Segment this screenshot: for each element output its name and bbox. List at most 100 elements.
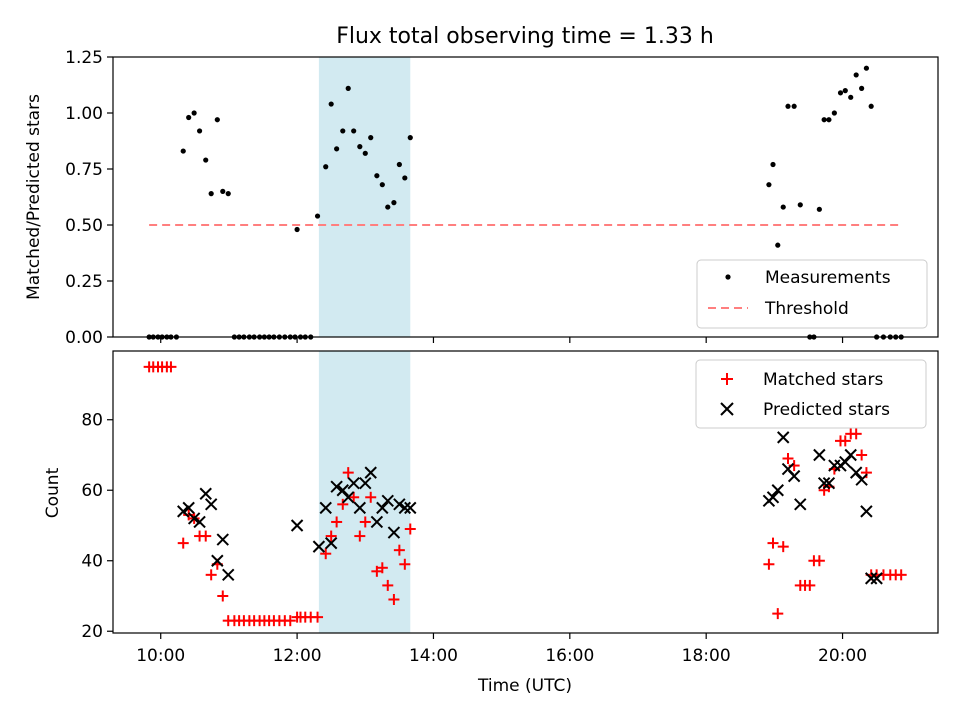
measurement-point — [837, 90, 844, 96]
y-tick-label: 60 — [81, 481, 103, 501]
measurement-point — [853, 72, 859, 78]
legend-predicted-marker — [720, 402, 734, 416]
legend-measurements-marker — [725, 274, 731, 280]
measurement-point — [294, 226, 300, 233]
measurement-point — [826, 117, 832, 123]
measurement-point — [225, 191, 231, 197]
x-tick-label: 12:00 — [273, 646, 322, 666]
measurement-point — [214, 117, 220, 123]
predicted-star-point — [766, 491, 780, 504]
predicted-star-point — [364, 466, 377, 479]
y-tick-label: 0.00 — [65, 328, 103, 348]
count-panel: 10:00 12:00 14:00 16:00 18:00 20:00 20 40 60 80 C… — [43, 350, 939, 696]
measurement-point — [780, 204, 786, 210]
measurement-point — [345, 85, 351, 91]
predicted-star-point — [817, 476, 831, 490]
measurement-point — [407, 135, 413, 141]
predicted-star-point — [222, 568, 235, 582]
matched-star-point — [365, 491, 377, 503]
matched-star-point — [777, 541, 789, 553]
predicted-star-point — [787, 469, 801, 483]
predicted-star-point — [393, 498, 406, 511]
matched-star-point — [312, 611, 324, 623]
y-tick-label: 1.25 — [65, 48, 103, 68]
legend-matched-label: Matched stars — [763, 370, 883, 390]
predicted-star-point — [187, 512, 201, 525]
legend-predicted-label: Predicted stars — [763, 400, 890, 420]
predicted-star-point — [387, 526, 401, 539]
measurement-point — [831, 110, 837, 116]
measurement-point — [402, 175, 408, 181]
matched-star-point — [767, 537, 779, 549]
predicted-star-point — [193, 515, 206, 529]
matched-star-point — [217, 590, 229, 602]
measurement-point — [863, 65, 870, 71]
measurement-point — [396, 161, 402, 168]
predicted-star-point — [870, 572, 883, 585]
measurement-point — [848, 94, 854, 100]
matched-star-point — [205, 569, 217, 581]
x-tick-label: 16:00 — [545, 646, 594, 666]
measurement-point — [766, 182, 772, 188]
predicted-star-point — [794, 498, 807, 511]
measurement-point — [785, 103, 791, 109]
legend-bottom: Matched stars Predicted stars — [695, 359, 927, 429]
measurement-point — [323, 164, 329, 170]
predicted-star-point — [342, 491, 355, 504]
measurement-point — [334, 146, 340, 152]
measurement-point — [379, 182, 385, 188]
predicted-star-point — [336, 484, 349, 497]
matched-star-point — [782, 453, 794, 465]
y-tick-label: 20 — [81, 622, 103, 642]
y-tick-label: 0.25 — [65, 272, 103, 292]
measurement-point — [859, 85, 865, 91]
predicted-star-point — [822, 476, 836, 490]
measurement-point — [357, 144, 363, 150]
measurement-point — [186, 114, 192, 121]
measurement-point — [196, 128, 203, 134]
measurement-point — [797, 202, 803, 208]
predicted-star-point — [813, 448, 826, 462]
x-tick-label: 18:00 — [682, 646, 731, 666]
predicted-star-point — [347, 476, 360, 490]
matched-star-point — [165, 361, 177, 373]
matched-star-point — [284, 615, 296, 627]
measurement-point — [328, 101, 334, 107]
matched-star-point — [813, 555, 825, 567]
measurement-point — [842, 88, 848, 94]
x-axis-label: Time (UTC) — [477, 676, 572, 696]
matched-star-point — [895, 569, 907, 581]
legend-threshold-label: Threshold — [764, 299, 849, 319]
predicted-star-point — [330, 480, 343, 493]
matched-star-point — [763, 558, 775, 570]
measurement-point — [391, 200, 397, 206]
measurement-point — [191, 110, 197, 116]
matched-star-point — [177, 537, 189, 549]
matched-star-point — [839, 435, 851, 447]
matched-star-point — [804, 579, 816, 591]
predicted-star-point — [211, 554, 224, 567]
measurement-point — [770, 161, 776, 168]
matched-star-point — [404, 523, 416, 535]
predicted-star-point — [290, 519, 304, 532]
measurement-point — [821, 117, 827, 123]
y-axis-label-bottom: Count — [43, 467, 63, 518]
predicted-star-point — [398, 501, 412, 515]
measurement-point — [351, 128, 357, 134]
measurement-point — [203, 157, 209, 163]
legend-measurements-label: Measurements — [765, 268, 891, 288]
matched-star-point — [325, 530, 337, 542]
matched-star-point — [856, 449, 868, 461]
ratio-panel: 0.00 0.25 0.50 0.75 1.00 1.25 Matched/Predict… — [24, 48, 939, 348]
measurement-point — [791, 103, 797, 109]
measurement-point — [368, 135, 374, 141]
measurement-point — [362, 150, 368, 156]
y-tick-label: 80 — [81, 411, 103, 431]
matched-star-point — [393, 544, 405, 556]
matched-star-point — [331, 516, 343, 528]
predicted-star-point — [319, 501, 332, 515]
predicted-star-point — [324, 536, 338, 550]
measurement-point — [208, 191, 214, 197]
matched-star-point — [376, 562, 388, 574]
